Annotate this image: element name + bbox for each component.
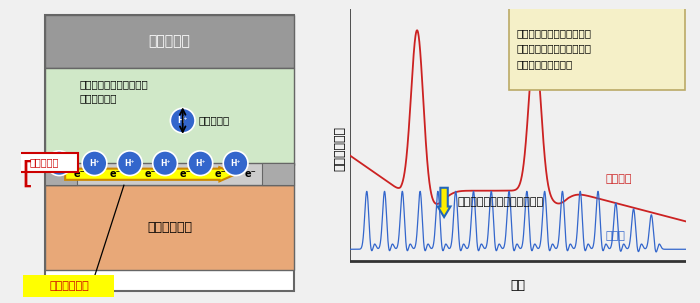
FancyArrow shape [438, 188, 451, 217]
Text: 電気二重層: 電気二重層 [30, 157, 60, 167]
Text: H⁺: H⁺ [54, 159, 64, 168]
Text: 水素イオン: 水素イオン [199, 115, 230, 126]
Text: ダイヤモンド: ダイヤモンド [147, 221, 192, 235]
Circle shape [82, 151, 107, 175]
Bar [45, 163, 295, 185]
Circle shape [118, 151, 142, 175]
Text: H⁺: H⁺ [230, 159, 241, 168]
Text: H⁺: H⁺ [160, 159, 170, 168]
Text: 電気二重層トランジスタの
ニューロモルフィック動作
課題：低い動作速度: 電気二重層トランジスタの ニューロモルフィック動作 課題：低い動作速度 [517, 28, 592, 69]
Bar [45, 185, 295, 271]
Text: 本研究: 本研究 [606, 231, 625, 241]
Text: H⁺: H⁺ [177, 116, 188, 125]
Text: e⁻: e⁻ [244, 169, 256, 179]
Circle shape [188, 151, 213, 175]
Text: e⁻: e⁻ [144, 169, 156, 179]
Text: [: [ [21, 160, 33, 188]
FancyBboxPatch shape [509, 7, 685, 90]
Text: ドレイン電流: ドレイン電流 [50, 281, 90, 291]
Text: 従来技術: 従来技術 [606, 174, 632, 184]
Bar [262, 163, 295, 185]
Text: H⁺: H⁺ [90, 159, 100, 168]
Text: 時間: 時間 [510, 278, 526, 291]
Bar [45, 163, 77, 185]
FancyArrow shape [65, 167, 236, 181]
Text: e⁻: e⁻ [180, 169, 192, 179]
FancyBboxPatch shape [22, 275, 113, 297]
Circle shape [170, 108, 195, 133]
Text: ドレイン電流: ドレイン電流 [333, 126, 346, 171]
Text: e⁻: e⁻ [109, 169, 121, 179]
Bar [45, 68, 295, 165]
Circle shape [153, 151, 177, 175]
Text: 水素イオン伝導による高速化: 水素イオン伝導による高速化 [458, 197, 544, 208]
Text: ゲート電極: ゲート電極 [148, 34, 190, 48]
Bar [45, 15, 295, 291]
Text: e⁻: e⁻ [215, 169, 227, 179]
Circle shape [223, 151, 248, 175]
Text: H⁺: H⁺ [195, 159, 206, 168]
Text: 多孔質イットリア安定化
ジルコニア膜: 多孔質イットリア安定化 ジルコニア膜 [80, 79, 148, 103]
Circle shape [47, 151, 71, 175]
Bar [45, 15, 295, 68]
Text: e⁻: e⁻ [74, 169, 85, 179]
FancyBboxPatch shape [10, 153, 78, 172]
Text: H⁺: H⁺ [125, 159, 135, 168]
